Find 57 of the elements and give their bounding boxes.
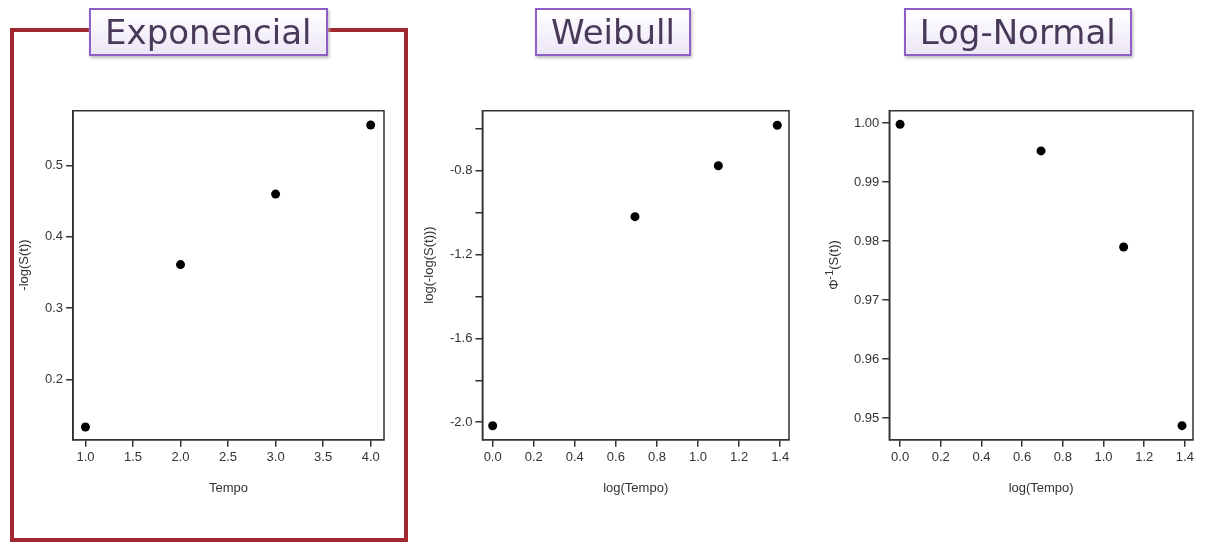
- y-tick-label: -1.2: [449, 246, 473, 262]
- point: [1177, 421, 1187, 431]
- x-axis-title: Tempo: [209, 479, 249, 495]
- x-tick-label: 0.6: [606, 449, 625, 465]
- chart-title: Log-Normal: [903, 8, 1132, 56]
- point: [630, 212, 640, 222]
- x-tick-label: 2.0: [171, 449, 190, 465]
- point: [80, 422, 90, 432]
- x-tick-label: 0.2: [932, 449, 951, 465]
- y-tick-label: -0.8: [449, 162, 473, 178]
- point: [176, 260, 186, 270]
- y-tick-label: 0.98: [854, 232, 880, 248]
- y-tick-label: 0.97: [854, 291, 880, 307]
- x-tick-label: 1.2: [1135, 449, 1154, 465]
- x-tick-label: 1.0: [1094, 449, 1113, 465]
- x-tick-label: 0.6: [1013, 449, 1032, 465]
- y-tick-label: -2.0: [449, 413, 473, 429]
- point: [895, 119, 905, 129]
- x-tick-label: 1.0: [76, 449, 95, 465]
- y-tick-label: 0.96: [854, 350, 880, 366]
- point: [772, 120, 782, 130]
- y-tick-label: 0.4: [44, 228, 64, 244]
- chart-title: Exponencial: [89, 8, 328, 56]
- y-axis-title: -log(S(t)): [15, 239, 31, 291]
- chart-title: Weibull: [535, 8, 692, 56]
- x-tick-label: 2.5: [219, 449, 238, 465]
- y-tick-label: 1.00: [854, 114, 880, 130]
- y-tick-label: -1.6: [449, 329, 473, 345]
- y-tick-label: 0.2: [44, 370, 64, 386]
- x-tick-label: 1.2: [729, 449, 748, 465]
- x-axis-title: log(Tempo): [1008, 479, 1075, 495]
- x-tick-label: 0.8: [647, 449, 666, 465]
- x-tick-label: 0.4: [565, 449, 584, 465]
- y-tick-label: 0.5: [44, 157, 64, 173]
- x-tick-label: 1.5: [123, 449, 143, 465]
- x-tick-label: 0.4: [972, 449, 991, 465]
- x-tick-label: 3.0: [266, 449, 285, 465]
- x-tick-label: 0.0: [891, 449, 910, 465]
- y-axis-title: log(-log(S(t))): [420, 226, 436, 304]
- x-axis-title: log(Tempo): [602, 479, 668, 495]
- x-tick-label: 1.0: [688, 449, 707, 465]
- point: [271, 189, 281, 199]
- x-tick-label: 1.4: [1176, 449, 1195, 465]
- y-tick-label: 0.95: [854, 409, 880, 425]
- x-tick-label: 0.8: [1054, 449, 1073, 465]
- y-tick-label: 0.3: [44, 299, 64, 315]
- point: [1119, 242, 1129, 252]
- point: [1036, 146, 1046, 156]
- x-tick-label: 0.2: [524, 449, 543, 465]
- x-tick-label: 0.0: [483, 449, 502, 465]
- x-tick-label: 1.4: [770, 449, 789, 465]
- point: [487, 421, 497, 431]
- y-tick-label: 0.99: [854, 173, 880, 189]
- x-tick-label: 3.5: [314, 449, 333, 465]
- x-tick-label: 4.0: [361, 449, 380, 465]
- point: [713, 161, 723, 171]
- point: [366, 120, 376, 130]
